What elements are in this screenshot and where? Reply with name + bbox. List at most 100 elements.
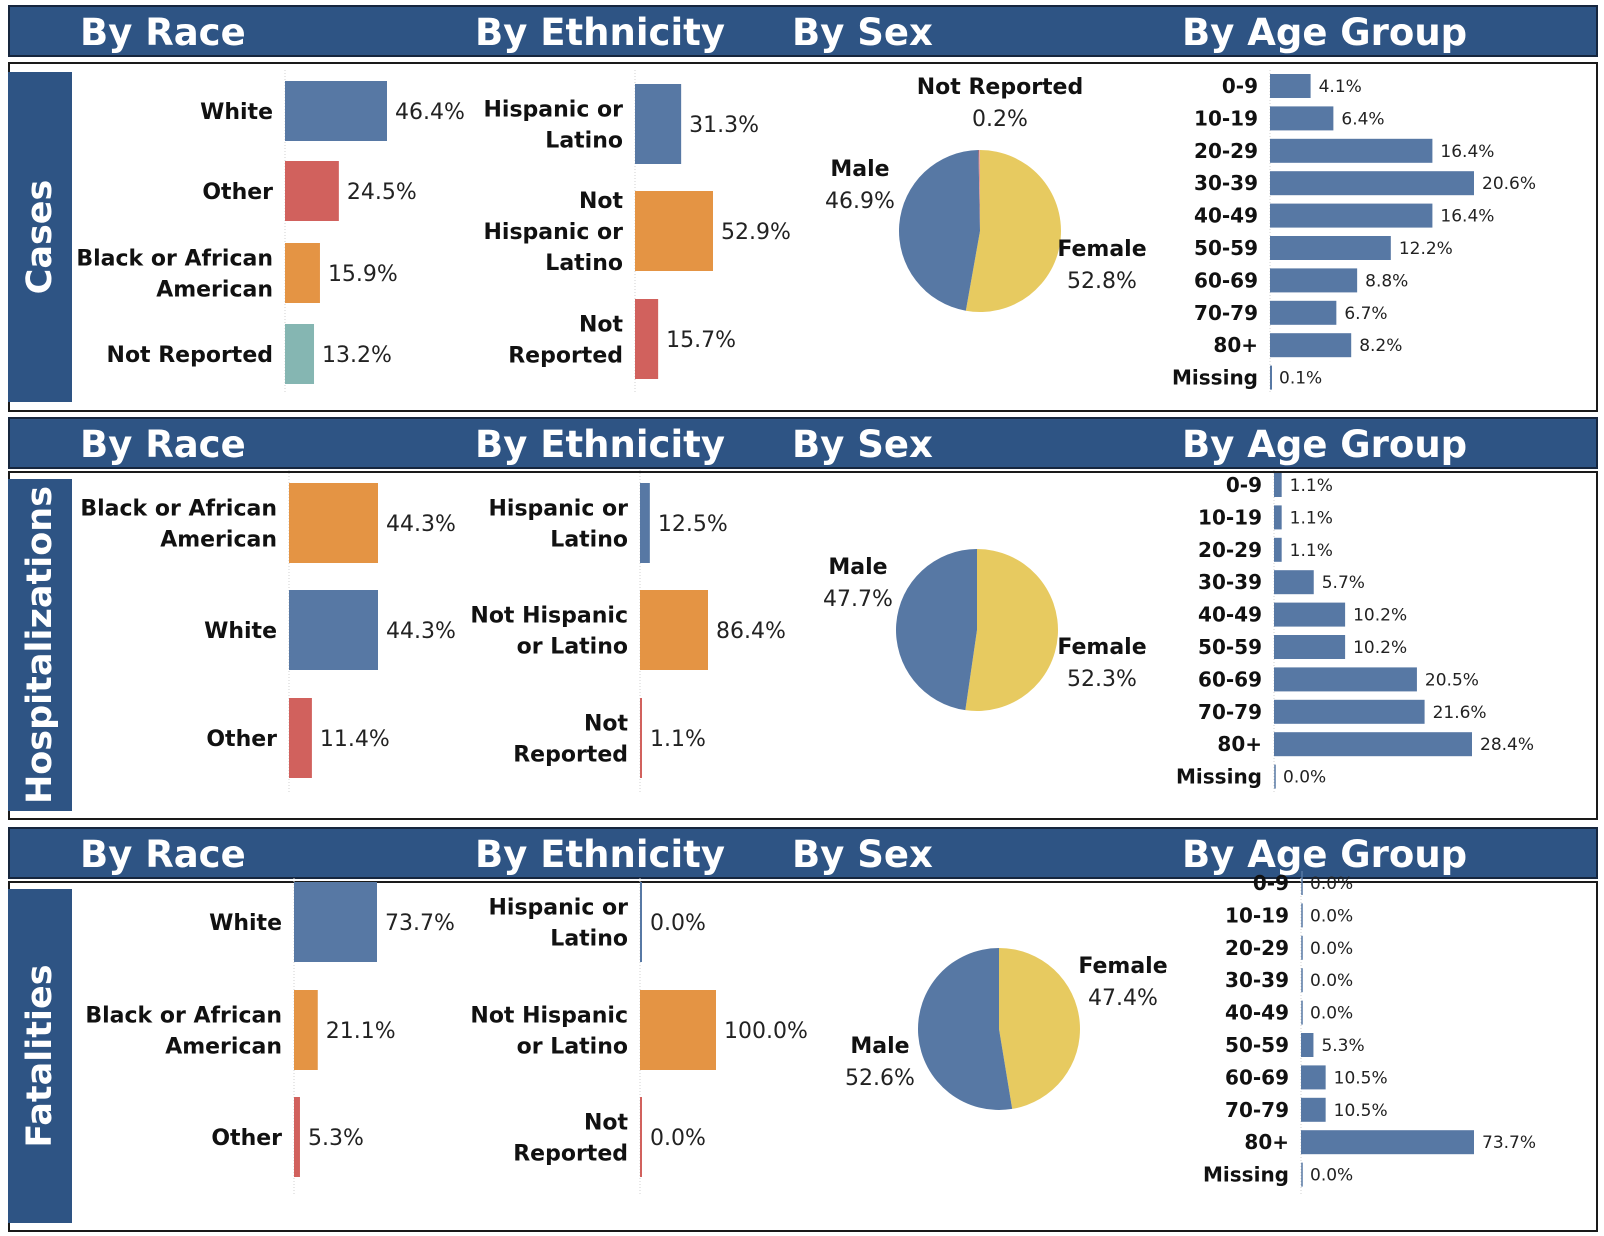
age-bar-70-79: [1270, 300, 1337, 325]
hospitalizations-side-label: Hospitalizations: [8, 479, 72, 811]
race-value-label: 5.3%: [308, 1126, 364, 1151]
pie-value-label: 47.4%: [1088, 986, 1158, 1011]
age-category-label: 70-79: [1194, 301, 1258, 325]
age-category-label: 20-29: [1225, 936, 1289, 960]
age-bar-40-49: [1274, 602, 1346, 627]
hospitalizations-charts: 44.3% Black or African American 44.3% White 1…: [80, 470, 1534, 792]
age-category-label: Missing: [1172, 366, 1258, 390]
header-by-ethnicity: By Ethnicity: [475, 11, 725, 54]
age-value-label: 0.0%: [1310, 971, 1353, 991]
hospitalizations-header-bar: By Race By Ethnicity By Sex By Age Group: [8, 417, 1598, 469]
ethnicity-category-label: or Latino: [517, 635, 628, 660]
race-bar-other: [294, 1097, 300, 1177]
age-value-label: 5.7%: [1322, 573, 1365, 593]
ethnicity-category-label: Not: [579, 313, 624, 338]
age-value-label: 8.2%: [1359, 336, 1402, 356]
pie-name-label: Male: [850, 1034, 909, 1059]
ethnicity-category-label: Latino: [545, 129, 623, 154]
race-value-label: 21.1%: [326, 1019, 396, 1044]
header-by-age-group: By Age Group: [1182, 423, 1468, 466]
age-value-label: 4.1%: [1319, 77, 1362, 97]
age-bar-50-59: [1270, 236, 1391, 260]
age-value-label: 10.2%: [1353, 606, 1407, 626]
race-bar-black-or-african-american: [289, 483, 378, 563]
race-value-label: 73.7%: [385, 911, 455, 936]
pie-value-label: 52.3%: [1067, 667, 1137, 692]
age-value-label: 0.0%: [1310, 906, 1353, 926]
race-value-label: 44.3%: [386, 512, 456, 537]
age-category-label: 20-29: [1194, 139, 1258, 163]
age-value-label: 10.5%: [1334, 1068, 1388, 1088]
ethnicity-value-label: 52.9%: [721, 220, 791, 245]
age-category-label: 10-19: [1194, 106, 1258, 130]
age-value-label: 20.6%: [1482, 174, 1536, 194]
age-value-label: 6.7%: [1344, 304, 1387, 324]
age-bar-30-39: [1270, 171, 1474, 196]
age-category-label: 40-49: [1194, 204, 1258, 228]
ethnicity-value-label: 31.3%: [689, 113, 759, 138]
ethnicity-category-label: Reported: [513, 1142, 628, 1167]
ethnicity-bar-hispanic-or-latino: [640, 882, 642, 962]
race-category-label: Other: [206, 727, 277, 752]
age-value-label: 0.0%: [1310, 874, 1353, 894]
age-bar-0-9: [1270, 74, 1311, 98]
race-category-label: Not Reported: [107, 343, 273, 368]
ethnicity-bar-hispanic-or-latino: [640, 483, 650, 563]
age-bar-20-29: [1274, 537, 1282, 562]
age-value-label: 12.2%: [1399, 239, 1453, 259]
age-bar-10-19: [1274, 505, 1282, 530]
header-by-race: By Race: [80, 833, 246, 876]
age-category-label: 20-29: [1198, 538, 1262, 562]
age-value-label: 0.0%: [1310, 1166, 1353, 1186]
ethnicity-value-label: 1.1%: [650, 727, 706, 752]
race-value-label: 46.4%: [395, 100, 465, 125]
header-by-race: By Race: [80, 423, 246, 466]
age-category-label: 0-9: [1222, 74, 1258, 98]
race-bar-other: [289, 698, 312, 778]
age-value-label: 16.4%: [1440, 207, 1494, 227]
header-by-ethnicity: By Ethnicity: [475, 423, 725, 466]
race-value-label: 15.9%: [328, 262, 398, 287]
age-category-label: 60-69: [1194, 268, 1258, 292]
age-value-label: 73.7%: [1482, 1133, 1536, 1153]
age-bar-80: [1270, 333, 1352, 358]
ethnicity-value-label: 100.0%: [724, 1019, 808, 1044]
pie-name-label: Male: [828, 555, 887, 580]
race-category-label: American: [165, 1035, 282, 1060]
age-category-label: 50-59: [1194, 236, 1258, 260]
race-bar-black-or-african-american: [285, 243, 320, 303]
hospitalizations-section: By Race By Ethnicity By Sex By Age Group…: [0, 412, 1604, 822]
age-category-label: 10-19: [1198, 505, 1262, 529]
header-by-sex: By Sex: [792, 833, 933, 876]
race-value-label: 44.3%: [386, 619, 456, 644]
pie-slice-male: [917, 948, 1013, 1110]
age-category-label: 0-9: [1253, 871, 1289, 895]
cases-charts: 46.4% White 24.5% Other 15.9% Black or Africa…: [76, 70, 1536, 394]
ethnicity-category-label: Reported: [508, 344, 623, 369]
ethnicity-category-label: Hispanic or: [483, 98, 623, 123]
pie-slice-female: [965, 150, 1061, 312]
age-category-label: 0-9: [1226, 473, 1262, 497]
age-value-label: 8.8%: [1365, 271, 1408, 291]
ethnicity-category-label: Latino: [550, 927, 628, 952]
age-value-label: 6.4%: [1341, 109, 1384, 129]
age-category-label: 30-39: [1194, 171, 1258, 195]
pie-slice-male: [895, 549, 977, 711]
age-category-label: 50-59: [1225, 1033, 1289, 1057]
race-category-label: White: [204, 619, 277, 644]
ethnicity-bar-not-reported: [640, 698, 642, 778]
race-value-label: 13.2%: [322, 343, 392, 368]
race-value-label: 11.4%: [320, 727, 390, 752]
race-category-label: Black or African: [80, 497, 277, 522]
age-category-label: 80+: [1213, 333, 1258, 357]
pie-slice-male: [898, 150, 980, 311]
pie-value-label: 0.2%: [972, 107, 1028, 132]
age-value-label: 5.3%: [1321, 1036, 1364, 1056]
header-by-race: By Race: [80, 11, 246, 54]
age-category-label: 80+: [1217, 732, 1262, 756]
age-value-label: 16.4%: [1440, 142, 1494, 162]
age-value-label: 0.0%: [1310, 939, 1353, 959]
ethnicity-category-label: Reported: [513, 743, 628, 768]
ethnicity-value-label: 15.7%: [666, 328, 736, 353]
age-bar-40-49: [1270, 203, 1433, 228]
